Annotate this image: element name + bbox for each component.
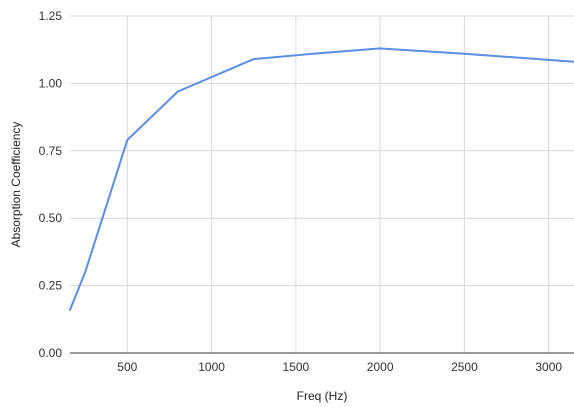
series-layer (69, 47, 574, 311)
x-axis-ticks: 500 1000 1500 2000 2500 3000 (117, 360, 562, 374)
x-tick-label: 3000 (535, 360, 562, 374)
y-axis-ticks: 0.00 0.25 0.50 0.75 1.00 1.25 (39, 9, 63, 360)
y-axis-title: Absorption Coefficiency (9, 122, 23, 248)
x-tick-label: 2500 (451, 360, 478, 374)
y-tick-label: 0.00 (39, 346, 63, 360)
x-tick-label: 2000 (367, 360, 394, 374)
x-tick-label: 1500 (283, 360, 310, 374)
x-tick-label: 500 (117, 360, 137, 374)
y-tick-label: 1.00 (39, 76, 63, 90)
x-tick-label: 1000 (198, 360, 225, 374)
y-tick-label: 0.25 (39, 279, 63, 293)
y-tick-label: 0.50 (39, 211, 63, 225)
y-tick-label: 1.25 (39, 9, 63, 23)
y-tick-label: 0.75 (39, 144, 63, 158)
grid (70, 15, 574, 353)
series-line (69, 47, 574, 311)
x-axis-title: Freq (Hz) (297, 389, 348, 403)
